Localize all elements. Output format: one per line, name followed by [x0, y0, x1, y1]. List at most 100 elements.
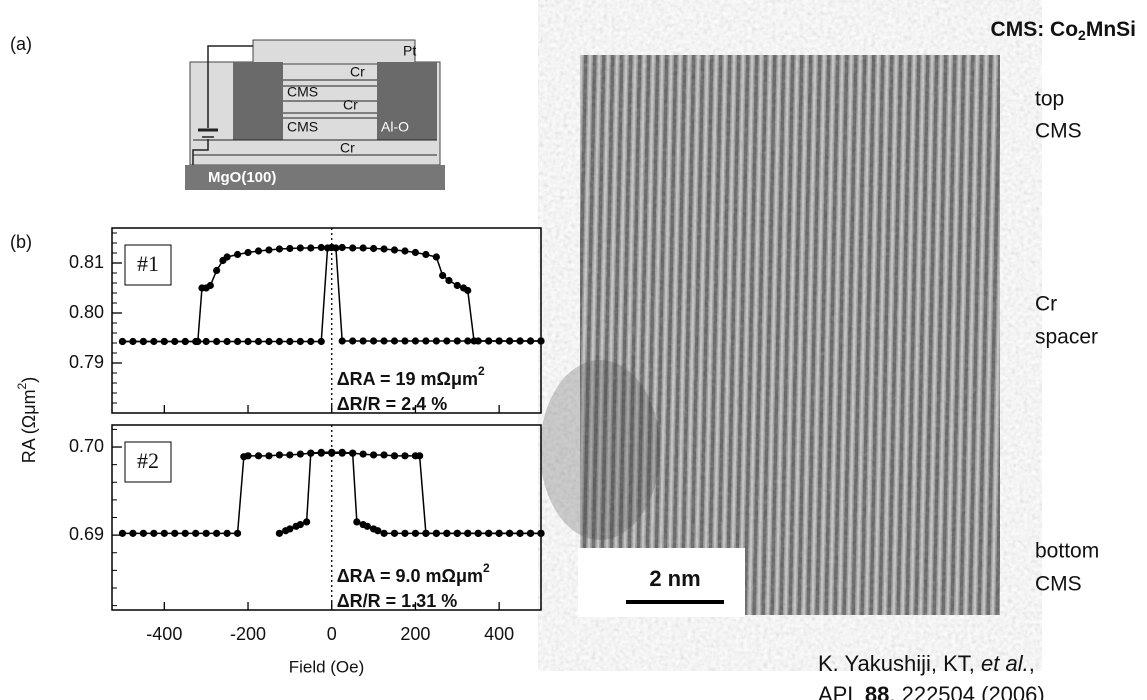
y-tick-label: 0.80	[69, 302, 104, 322]
data-point	[390, 337, 399, 345]
x-tick-label: -400	[146, 624, 182, 644]
data-point	[233, 250, 242, 259]
data-point	[401, 529, 409, 537]
data-point	[338, 243, 346, 252]
data-point	[328, 448, 336, 456]
layer-label: MgO(100)	[208, 169, 276, 186]
data-point	[213, 266, 221, 275]
data-point	[369, 451, 378, 459]
data-point	[359, 244, 367, 252]
data-point	[254, 337, 263, 346]
data-point	[282, 527, 290, 535]
layer-label: Cr	[350, 64, 365, 80]
citation-part: et al.	[981, 651, 1029, 676]
data-point	[359, 520, 367, 529]
data-point	[416, 452, 424, 460]
data-point	[160, 529, 168, 537]
data-point	[349, 244, 357, 252]
data-point	[506, 337, 514, 345]
data-point	[401, 247, 409, 255]
label-part: RA (Ωμm	[19, 389, 39, 463]
data-line	[279, 451, 541, 535]
data-point	[338, 337, 346, 345]
annotation: ΔR/R = 2.4 %	[337, 394, 447, 414]
data-point	[445, 276, 453, 285]
data-point	[506, 529, 514, 537]
data-point	[244, 337, 252, 346]
panel-tag-box	[124, 244, 172, 286]
data-point	[118, 529, 127, 537]
data-point	[495, 337, 503, 345]
data-point	[432, 253, 440, 261]
data-point	[181, 529, 189, 537]
y-tick-label: 0.81	[69, 252, 104, 272]
data-point	[411, 248, 420, 257]
data-point	[474, 337, 482, 345]
data-point	[359, 337, 367, 345]
data-point	[369, 337, 378, 345]
side-label: spacer	[1035, 326, 1098, 349]
citation: K. Yakushiji, KT, et al.,	[818, 651, 1035, 676]
panel-label: (b)	[10, 232, 32, 252]
data-point	[369, 244, 378, 253]
annotation-part: ΔRA = 19 mΩμm	[337, 369, 478, 389]
data-point	[296, 244, 304, 252]
layer-label: Cr	[340, 140, 355, 156]
data-point	[359, 450, 367, 458]
panel-tag-box	[124, 441, 172, 483]
data-point	[526, 337, 535, 345]
x-tick-label: 400	[484, 624, 514, 644]
data-point	[171, 529, 179, 537]
data-point	[401, 337, 409, 345]
data-point	[286, 337, 294, 346]
data-point	[328, 243, 336, 252]
x-axis-label: Field (Oe)	[289, 657, 365, 676]
data-point	[233, 529, 242, 537]
data-point	[422, 250, 430, 259]
data-point	[411, 529, 420, 537]
data-point	[317, 448, 325, 456]
annotation-part: ΔRA = 9.0 mΩμm	[337, 566, 483, 586]
citation-part: APL	[818, 682, 865, 700]
data-point	[432, 529, 440, 537]
data-point	[286, 244, 294, 253]
y-tick-label: 0.70	[69, 436, 104, 456]
data-point	[349, 337, 357, 345]
data-point	[390, 529, 399, 537]
data-point	[380, 245, 388, 253]
x-tick-label: -200	[230, 624, 266, 644]
data-point	[453, 281, 461, 290]
title-subscript: 2	[1078, 27, 1086, 43]
data-point	[369, 525, 378, 533]
layer-label: Cr	[343, 97, 358, 113]
scale-bar-label: 2 nm	[649, 566, 700, 591]
side-label: top	[1035, 88, 1064, 111]
tem-title: CMS: Co2MnSi	[991, 18, 1136, 43]
device-schematic: Pt Cr CMS Cr CMS Al-O Cr MgO(100)	[185, 39, 445, 190]
data-point	[422, 529, 430, 537]
tem-image: 2 nm	[540, 55, 1000, 617]
annotation: ΔRA = 19 mΩμm2	[337, 364, 485, 389]
data-point	[495, 529, 503, 537]
data-point	[213, 337, 221, 346]
data-point	[192, 529, 200, 537]
layer-label: Pt	[403, 43, 416, 59]
data-point	[537, 529, 545, 537]
citation-part: K. Yakushiji, KT,	[818, 651, 981, 676]
layer-label: CMS	[287, 84, 318, 100]
data-point	[307, 449, 315, 457]
data-point	[485, 337, 493, 345]
data-point	[275, 451, 284, 459]
plot-frame	[111, 227, 542, 414]
data-point	[233, 337, 242, 346]
data-point	[353, 518, 361, 526]
data-point	[160, 337, 168, 346]
data-point	[537, 337, 545, 345]
data-point	[443, 337, 451, 345]
data-point	[244, 452, 252, 460]
data-point	[303, 518, 311, 526]
data-point	[317, 337, 325, 346]
data-point	[198, 284, 206, 292]
data-point	[181, 337, 189, 346]
